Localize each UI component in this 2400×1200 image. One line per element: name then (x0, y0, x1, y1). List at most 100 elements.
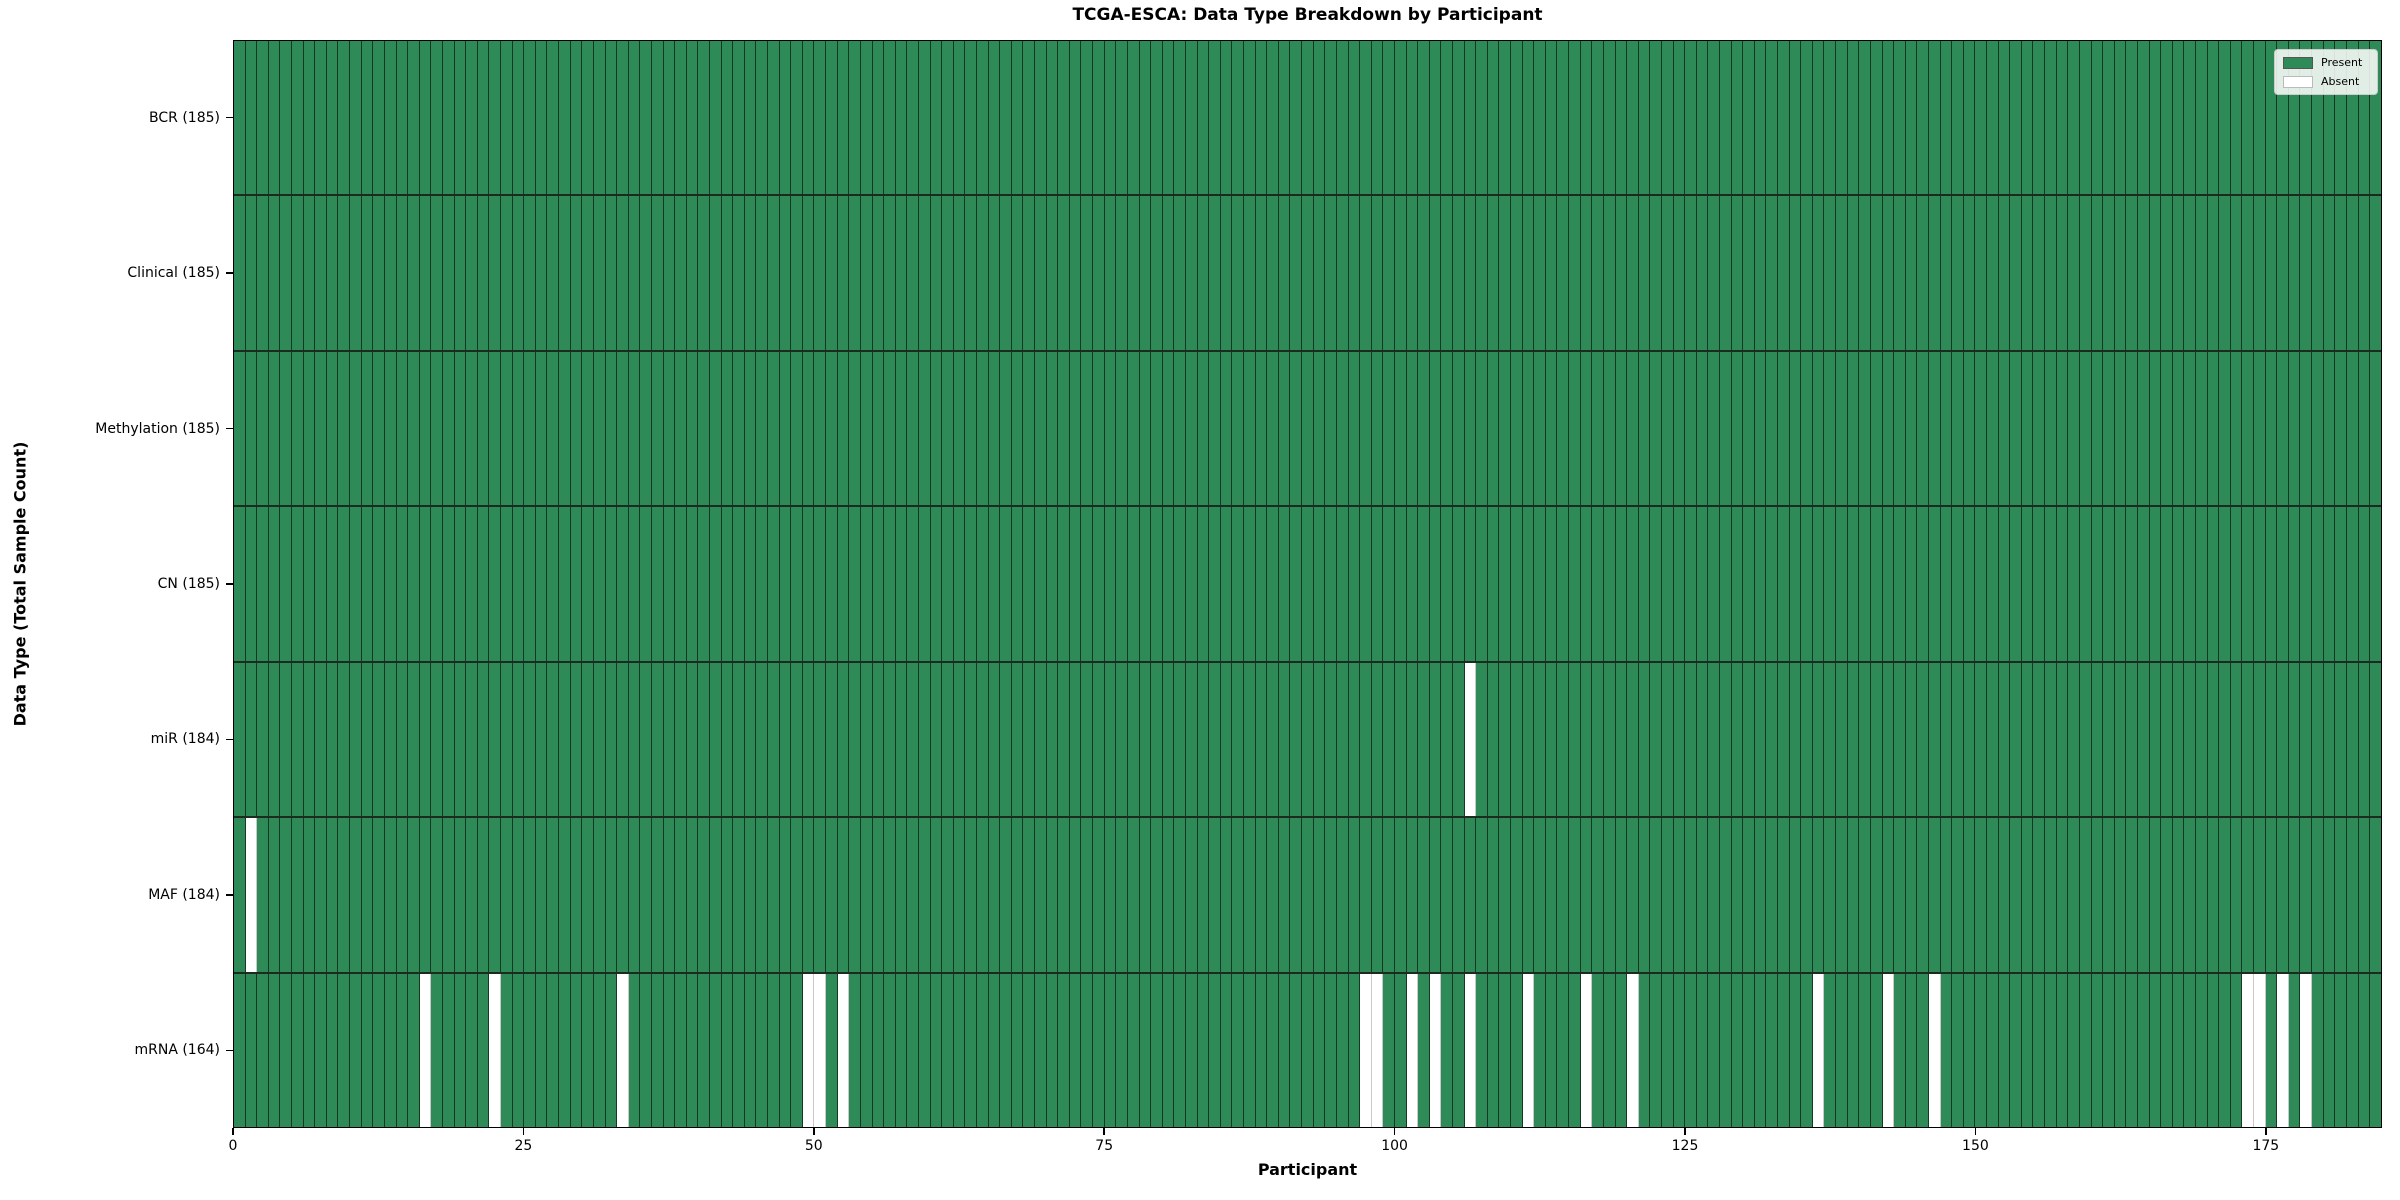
present-cell (1952, 41, 1964, 195)
present-cell (1905, 662, 1918, 817)
present-cell (454, 196, 467, 350)
present-cell (2288, 662, 2301, 817)
present-cell (1801, 351, 1813, 506)
present-cell (1302, 507, 1314, 661)
present-cell (640, 196, 652, 350)
present-cell (466, 41, 478, 195)
present-cell (918, 196, 931, 350)
present-cell (2184, 818, 2196, 972)
present-cell (570, 196, 583, 350)
present-cell (361, 196, 374, 350)
present-cell (884, 351, 896, 506)
present-cell (442, 41, 455, 195)
present-cell (698, 507, 710, 661)
present-cell (1290, 973, 1303, 1127)
present-cell (663, 196, 676, 350)
present-cell (617, 507, 629, 661)
absent-cell (802, 973, 815, 1127)
present-cell (686, 41, 699, 195)
present-cell (1569, 973, 1581, 1127)
present-cell (1778, 818, 1790, 972)
present-cell (1545, 41, 1558, 195)
present-cell (1534, 507, 1546, 661)
present-cell (1998, 507, 2011, 661)
present-cell (2370, 196, 2381, 350)
present-cell (1151, 973, 1163, 1127)
y-tick-mark (226, 583, 233, 585)
present-cell (1859, 196, 1871, 350)
present-cell (988, 196, 1001, 350)
present-cell (1348, 973, 1361, 1127)
present-cell (2033, 196, 2046, 350)
present-cell (2091, 662, 2104, 817)
present-cell (2114, 351, 2127, 506)
present-cell (849, 662, 861, 817)
present-cell (1441, 973, 1453, 1127)
present-cell (547, 662, 560, 817)
present-cell (442, 662, 455, 817)
present-cell (431, 973, 443, 1127)
present-cell (1023, 196, 1036, 350)
present-cell (942, 351, 954, 506)
present-cell (326, 973, 339, 1127)
present-cell (953, 351, 966, 506)
present-cell (2103, 818, 2115, 972)
present-cell (2056, 818, 2069, 972)
present-cell (640, 662, 652, 817)
present-cell (1975, 507, 1988, 661)
present-cell (280, 41, 293, 195)
present-cell (1592, 662, 1604, 817)
present-cell (1789, 973, 1802, 1127)
present-cell (837, 196, 850, 350)
present-cell (1754, 196, 1767, 350)
present-cell (686, 196, 699, 350)
present-cell (1894, 41, 1906, 195)
present-cell (1336, 507, 1349, 661)
present-cell (2219, 973, 2231, 1127)
present-cell (930, 662, 943, 817)
present-cell (489, 41, 502, 195)
present-cell (570, 507, 583, 661)
present-cell (2335, 41, 2347, 195)
present-cell (2195, 41, 2208, 195)
present-cell (593, 196, 606, 350)
present-cell (779, 41, 792, 195)
present-cell (2312, 41, 2324, 195)
present-cell (826, 973, 838, 1127)
present-cell (2114, 818, 2127, 972)
present-cell (733, 351, 745, 506)
present-cell (907, 973, 919, 1127)
present-cell (1197, 973, 1210, 1127)
present-cell (733, 41, 745, 195)
present-cell (2195, 507, 2208, 661)
present-cell (593, 507, 606, 661)
present-cell (617, 818, 629, 972)
present-cell (1894, 351, 1906, 506)
present-cell (1069, 351, 1082, 506)
present-cell (895, 196, 908, 350)
present-cell (1162, 351, 1175, 506)
present-cell (1278, 507, 1291, 661)
y-tick-mark (226, 894, 233, 896)
present-cell (1278, 662, 1291, 817)
present-cell (1569, 196, 1581, 350)
present-cell (1394, 351, 1407, 506)
present-cell (1987, 351, 1999, 506)
present-cell (1499, 973, 1512, 1127)
present-cell (779, 196, 792, 350)
present-cell (1754, 973, 1767, 1127)
present-cell (1661, 973, 1674, 1127)
present-cell (2300, 818, 2313, 972)
present-cell (384, 41, 397, 195)
present-cell (1220, 973, 1233, 1127)
present-cell (1847, 973, 1860, 1127)
present-cell (1812, 351, 1825, 506)
present-cell (698, 41, 710, 195)
present-cell (1174, 507, 1186, 661)
heatmap-row-bcr (234, 41, 2381, 197)
present-cell (651, 351, 664, 506)
present-cell (1336, 196, 1349, 350)
present-cell (1743, 41, 1755, 195)
x-tick-label: 50 (804, 1138, 823, 1154)
present-cell (1870, 196, 1883, 350)
